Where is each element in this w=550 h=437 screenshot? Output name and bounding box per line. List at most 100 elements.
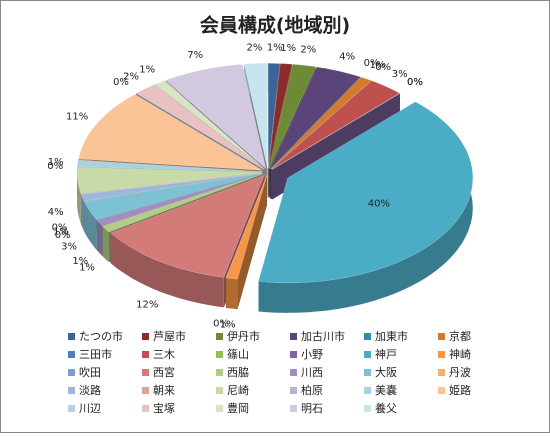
slice (225, 175, 268, 280)
legend-label: 吹田 (79, 366, 101, 379)
slice-wall (84, 201, 97, 250)
legend-swatch (142, 351, 149, 358)
slice (102, 173, 263, 233)
legend-swatch (364, 387, 371, 394)
data-label: 12% (136, 300, 158, 311)
legend-swatch (142, 333, 149, 340)
legend-label: 朝来 (153, 384, 175, 397)
slice (271, 93, 400, 170)
legend-label: 川西 (301, 366, 323, 379)
legend-swatch (216, 351, 223, 358)
legend-label: 神崎 (449, 347, 471, 361)
legend-swatch (290, 351, 297, 358)
legend-label: 芦屋市 (153, 329, 186, 343)
data-label: 4% (48, 207, 64, 218)
legend-label: 小野 (301, 348, 323, 361)
slice (76, 159, 263, 172)
data-label: 2% (123, 72, 139, 83)
data-label: 1% (79, 263, 95, 274)
data-label: 11% (66, 112, 88, 123)
legend-label: 淡路 (79, 384, 101, 397)
legend-label: 伊丹市 (227, 329, 260, 343)
slice-wall (110, 233, 224, 308)
data-label: 1% (53, 226, 69, 237)
slice-wall (97, 220, 103, 257)
slice (154, 80, 265, 170)
data-label: 0% (213, 319, 229, 330)
legend-swatch (290, 387, 297, 394)
data-label: 40% (368, 199, 390, 210)
data-label: 4% (339, 51, 355, 62)
slice (136, 93, 265, 170)
data-label: 7% (187, 50, 203, 61)
slice (271, 80, 372, 170)
legend-swatch (142, 369, 149, 376)
data-label: 1% (369, 60, 385, 71)
legend-label: 柏原 (301, 383, 323, 397)
legend-swatch (290, 405, 297, 412)
slice (78, 94, 263, 171)
data-label: 3% (61, 241, 77, 252)
legend-label: 加古川市 (301, 329, 345, 343)
legend-swatch (438, 387, 445, 394)
legend-label: 加東市 (375, 329, 408, 343)
legend-swatch (68, 369, 75, 376)
slice (83, 173, 263, 221)
legend-swatch (290, 369, 297, 376)
slice (268, 64, 316, 169)
legend-swatch (68, 351, 75, 358)
data-label: 2% (247, 43, 263, 54)
legend-label: 京都 (449, 329, 471, 343)
slice (269, 66, 361, 169)
legend-label: 川辺 (79, 402, 101, 415)
legend-label: 篠山 (227, 347, 249, 361)
slice (165, 64, 267, 170)
slice (136, 84, 265, 170)
legend-swatch (438, 369, 445, 376)
legend-label: 神戸 (375, 347, 397, 361)
legend-swatch (68, 405, 75, 412)
legend-label: 西脇 (227, 366, 249, 379)
legend-swatch (216, 387, 223, 394)
slice (243, 63, 268, 169)
legend-label: 明石 (301, 402, 323, 415)
legend-swatch (364, 351, 371, 358)
legend-swatch (438, 333, 445, 340)
data-label: 2% (300, 45, 316, 56)
data-label: 1% (139, 64, 155, 75)
slice (77, 166, 263, 173)
legend-label: 丹波 (449, 366, 471, 379)
data-label: 0% (375, 62, 391, 73)
legend-label: 大阪 (375, 365, 397, 379)
slice (268, 63, 293, 169)
data-label: 1% (220, 319, 236, 330)
data-label: 1% (267, 42, 283, 53)
legend-swatch (438, 351, 445, 358)
data-label: 0% (47, 161, 63, 172)
data-label: 1% (72, 256, 88, 267)
data-label: 0% (407, 77, 423, 88)
slice (271, 80, 400, 170)
slice (258, 101, 473, 284)
legend-label: 宝塚 (153, 401, 175, 415)
slice-wall (102, 226, 109, 263)
data-label: 1% (48, 157, 64, 168)
data-label: 0% (113, 77, 129, 88)
slice (76, 167, 263, 195)
slice (225, 175, 267, 278)
legend-swatch (364, 369, 371, 376)
legend-swatch (364, 333, 371, 340)
data-label: 3% (392, 69, 408, 80)
slice (110, 174, 266, 278)
data-label: 0% (52, 223, 68, 234)
legend-label: 三木 (153, 348, 175, 361)
slice-wall (81, 194, 84, 231)
slice (267, 63, 281, 169)
legend-label: 姫路 (449, 383, 471, 397)
legend-swatch (290, 333, 297, 340)
data-label: 0% (364, 58, 380, 69)
slice-wall (258, 101, 473, 313)
legend-label: 美嚢 (375, 383, 397, 397)
legend-label: 三田市 (79, 347, 112, 361)
